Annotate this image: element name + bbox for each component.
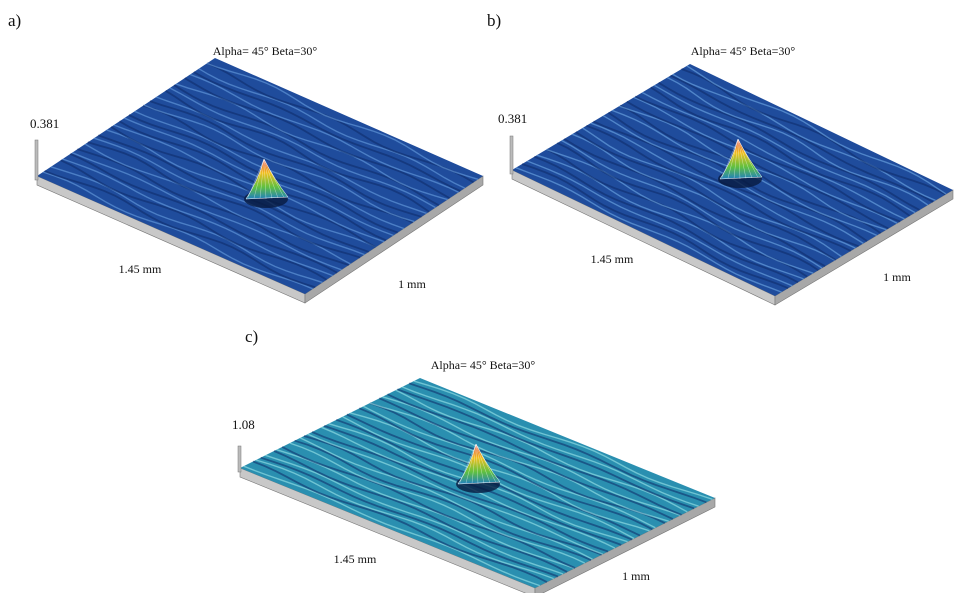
height-label: 1.08 bbox=[232, 417, 255, 432]
height-label: 0.381 bbox=[498, 111, 527, 126]
y-length-label: 1 mm bbox=[622, 569, 650, 583]
surface-panel: b) Alpha= 45° Beta=30° 0.381 1.45 mm 1 mm bbox=[487, 11, 953, 305]
x-length-label: 1.45 mm bbox=[334, 552, 377, 566]
panel-label: c) bbox=[245, 327, 258, 346]
y-length-label: 1 mm bbox=[398, 277, 426, 291]
x-length-label: 1.45 mm bbox=[591, 252, 634, 266]
view-angle: Alpha= 45° Beta=30° bbox=[431, 358, 536, 372]
height-axis bbox=[238, 446, 241, 472]
panel-label: a) bbox=[8, 11, 21, 30]
height-axis bbox=[35, 140, 38, 180]
height-label: 0.381 bbox=[30, 116, 59, 131]
view-angle: Alpha= 45° Beta=30° bbox=[691, 44, 796, 58]
surface-panel: a) Alpha= 45° Beta=30° 0.381 1.45 mm 1 mm bbox=[8, 11, 483, 303]
height-axis bbox=[510, 136, 513, 174]
x-length-label: 1.45 mm bbox=[119, 262, 162, 276]
y-length-label: 1 mm bbox=[883, 270, 911, 284]
view-angle: Alpha= 45° Beta=30° bbox=[213, 44, 318, 58]
panel-label: b) bbox=[487, 11, 501, 30]
surface-panel: c) Alpha= 45° Beta=30° 1.08 1.45 mm 1 mm bbox=[232, 327, 715, 593]
figure: a) Alpha= 45° Beta=30° 0.381 1.45 mm 1 mm b) A… bbox=[0, 0, 955, 593]
